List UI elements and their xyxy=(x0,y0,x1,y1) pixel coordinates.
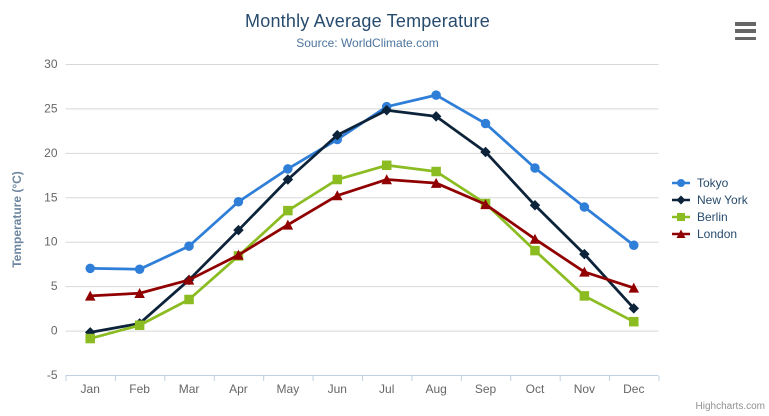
series-line-london[interactable] xyxy=(88,178,636,298)
circle-legend-icon xyxy=(672,179,690,187)
chart-title: Monthly Average Temperature xyxy=(245,11,490,31)
triangle-legend-icon xyxy=(672,229,690,239)
point-tokyo-feb[interactable] xyxy=(134,264,145,275)
point-tokyo-sep[interactable] xyxy=(480,118,491,129)
x-axis-label: Feb xyxy=(129,382,150,396)
y-axis-label: 5 xyxy=(51,279,58,293)
point-london-mar[interactable] xyxy=(183,274,195,285)
x-axis-label: May xyxy=(277,382,300,396)
point-tokyo-dec[interactable] xyxy=(629,240,639,251)
legend-label: Tokyo xyxy=(697,176,729,190)
point-new-york-jul[interactable] xyxy=(381,104,392,116)
point-london-dec[interactable] xyxy=(628,282,640,293)
legend: Tokyo New York Berlin London xyxy=(672,175,748,243)
point-berlin-jun[interactable] xyxy=(332,174,343,185)
y-axis-label: 15 xyxy=(44,190,58,204)
x-axis-label: Jan xyxy=(81,382,100,396)
x-axis-label: Mar xyxy=(179,382,200,396)
credits-link[interactable]: Highcharts.com xyxy=(695,401,765,412)
point-new-york-sep[interactable] xyxy=(480,146,491,158)
y-axis-label: 0 xyxy=(51,324,58,338)
point-tokyo-jan[interactable] xyxy=(85,263,95,274)
point-london-nov[interactable] xyxy=(579,266,590,277)
point-london-aug[interactable] xyxy=(430,177,442,188)
point-berlin-feb[interactable] xyxy=(134,320,145,330)
point-new-york-apr[interactable] xyxy=(233,224,244,236)
point-new-york-may[interactable] xyxy=(282,174,294,185)
legend-item-london[interactable]: London xyxy=(672,226,748,242)
point-berlin-oct[interactable] xyxy=(530,245,540,256)
x-axis-label: Jun xyxy=(328,382,347,396)
legend-item-berlin[interactable]: Berlin xyxy=(672,209,748,225)
x-axis-label: Apr xyxy=(229,382,248,396)
point-london-oct[interactable] xyxy=(529,233,541,244)
point-london-apr[interactable] xyxy=(233,249,244,260)
point-london-feb[interactable] xyxy=(134,288,145,299)
point-new-york-aug[interactable] xyxy=(430,111,442,122)
point-berlin-jan[interactable] xyxy=(85,333,95,344)
x-axis-label: Nov xyxy=(574,382,595,396)
series-line-berlin[interactable] xyxy=(88,163,636,340)
diamond-legend-icon xyxy=(672,195,690,205)
point-london-jul[interactable] xyxy=(381,174,392,185)
legend-marker[interactable] xyxy=(677,179,685,187)
x-axis-label: Sep xyxy=(475,382,497,396)
point-london-sep[interactable] xyxy=(480,199,491,210)
point-tokyo-mar[interactable] xyxy=(184,241,194,251)
legend-marker[interactable] xyxy=(676,229,686,239)
export-menu-button[interactable] xyxy=(734,21,758,41)
point-london-jan[interactable] xyxy=(84,290,96,301)
point-new-york-oct[interactable] xyxy=(529,200,541,211)
point-tokyo-may[interactable] xyxy=(283,164,293,174)
y-axis-label: 10 xyxy=(44,235,58,249)
point-new-york-dec[interactable] xyxy=(628,303,640,314)
point-berlin-dec[interactable] xyxy=(629,316,639,327)
y-axis-label: 30 xyxy=(44,57,58,71)
point-berlin-jul[interactable] xyxy=(381,160,392,171)
y-axis-label: -5 xyxy=(47,368,58,382)
point-berlin-nov[interactable] xyxy=(579,291,590,301)
legend-label: Berlin xyxy=(697,210,728,224)
point-new-york-jun[interactable] xyxy=(332,129,343,141)
hamburger-menu-icon xyxy=(735,22,756,26)
x-axis-label: Jul xyxy=(379,382,394,396)
point-berlin-may[interactable] xyxy=(283,205,293,216)
legend-label: London xyxy=(697,227,738,241)
point-london-may[interactable] xyxy=(282,219,294,230)
point-berlin-aug[interactable] xyxy=(431,166,441,177)
series-line-new-york[interactable] xyxy=(88,108,636,334)
legend-marker[interactable] xyxy=(676,195,686,205)
legend-item-tokyo[interactable]: Tokyo xyxy=(672,175,748,191)
point-london-jun[interactable] xyxy=(332,190,343,201)
hamburger-menu-icon xyxy=(735,36,756,40)
x-axis-label: Dec xyxy=(623,382,644,396)
point-tokyo-apr[interactable] xyxy=(233,196,244,207)
point-new-york-nov[interactable] xyxy=(579,248,590,260)
square-legend-icon xyxy=(672,213,690,221)
chart-subtitle: Source: WorldClimate.com xyxy=(296,36,439,50)
y-axis-label: 20 xyxy=(44,146,58,160)
point-tokyo-aug[interactable] xyxy=(431,90,441,100)
y-axis-title: Temperature (°C) xyxy=(10,171,24,268)
x-axis-label: Aug xyxy=(425,382,446,396)
legend-marker[interactable] xyxy=(677,213,685,221)
legend-label: New York xyxy=(697,193,748,207)
legend-item-new-york[interactable]: New York xyxy=(672,192,748,208)
x-axis-label: Oct xyxy=(526,382,545,396)
point-tokyo-oct[interactable] xyxy=(530,163,540,173)
y-axis-label: 25 xyxy=(44,101,58,115)
point-tokyo-nov[interactable] xyxy=(579,202,590,212)
hamburger-menu-icon xyxy=(735,29,756,33)
point-berlin-mar[interactable] xyxy=(184,294,194,305)
